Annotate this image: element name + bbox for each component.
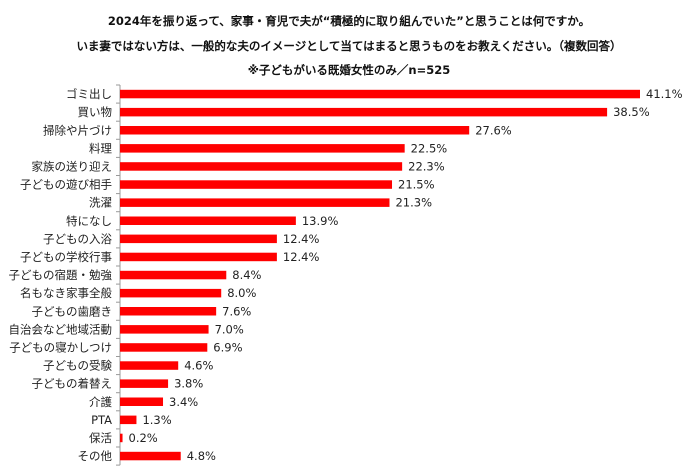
data-label: 3.8% [174,377,203,391]
chart-title-line-2: いま妻ではない方は、一般的な夫のイメージとして当てはまると思うものをお教えくださ… [76,39,622,53]
category-label: その他 [78,449,113,463]
data-label: 7.6% [222,304,251,318]
category-label: 料理 [89,141,112,155]
bar [120,415,137,425]
bar [120,343,208,352]
bar [120,379,169,388]
category-label: 子どもの宿題・勉強 [9,268,113,282]
bar [120,216,296,225]
chart-title-line-3: ※子どもがいる既婚女性のみ／n=525 [247,63,451,77]
bar [120,107,608,117]
bar [120,325,209,334]
chart-title-line-1: 2024年を振り返って、家事・育児で夫が“積極的に取り組んでいた”と思うことは何… [107,14,591,28]
data-label: 7.0% [215,322,244,336]
bar [120,307,217,316]
category-label: 子どもの着替え [32,377,113,391]
data-label: 4.6% [184,359,213,373]
data-label: 6.9% [213,340,242,354]
category-label: 保活 [89,431,112,445]
category-label: 名もなき家事全般 [20,286,112,300]
data-label: 12.4% [283,232,320,246]
data-label: 41.1% [646,87,683,101]
bar [120,198,390,207]
category-label: 特になし [66,214,112,228]
bar [120,89,640,99]
data-label: 4.8% [187,449,216,463]
category-label: 子どもの入浴 [43,232,112,246]
data-label: 38.5% [613,105,650,119]
category-label: ゴミ出し [66,87,112,101]
category-label: 自治会など地域活動 [9,322,113,336]
category-label: PTA [91,413,112,427]
bar [120,288,222,298]
data-label: 8.0% [227,286,256,300]
bar [120,451,181,461]
bar [120,162,403,171]
data-label: 21.5% [398,178,435,192]
bar [120,234,277,244]
category-label: 子どもの歯磨き [32,304,113,318]
category-label: 子どもの寝かしつけ [9,340,112,354]
data-label: 22.5% [411,141,448,155]
category-label: 子どもの受験 [43,359,112,373]
data-label: 3.4% [169,395,198,409]
data-label: 13.9% [302,214,339,228]
bar [120,397,164,406]
category-label: 介護 [89,395,112,409]
category-label: 買い物 [78,105,113,119]
data-label: 27.6% [475,123,512,137]
data-label: 21.3% [395,196,432,210]
category-label: 子どもの学校行事 [20,250,112,264]
category-label: 洗濯 [89,196,112,210]
bar [120,361,179,370]
data-label: 22.3% [408,159,445,173]
bar [120,433,123,443]
category-label: 家族の送り迎え [32,159,113,173]
category-label: 子どもの遊び相手 [20,178,112,192]
data-label: 12.4% [283,250,320,264]
data-label: 8.4% [232,268,261,282]
bar [120,144,405,153]
bar [120,252,277,262]
bar [120,270,227,280]
data-label: 1.3% [142,413,171,427]
data-label: 0.2% [129,431,158,445]
bar [120,180,393,189]
bar [120,126,470,135]
category-label: 掃除や片づけ [43,123,112,137]
